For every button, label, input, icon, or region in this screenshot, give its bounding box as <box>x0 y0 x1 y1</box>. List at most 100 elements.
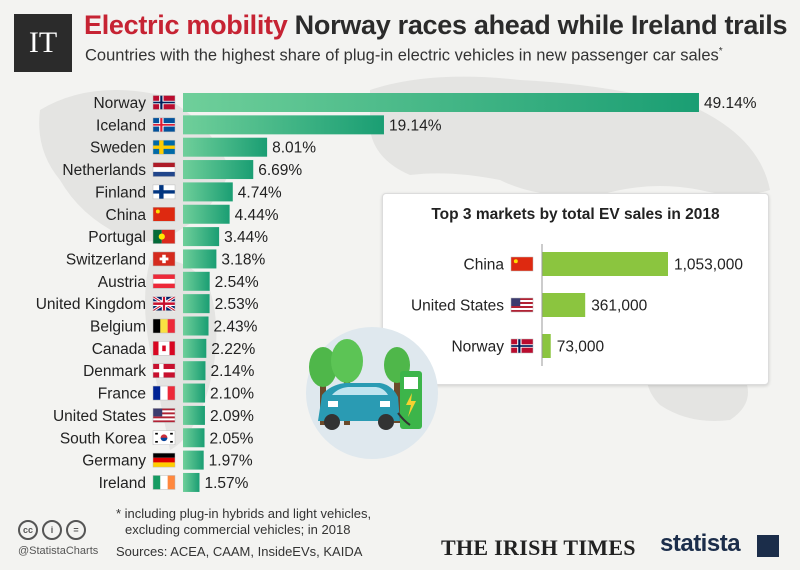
south-korea-flag-icon <box>152 430 176 445</box>
statista-handle: @StatistaCharts <box>18 545 99 557</box>
category-label-sweden: Sweden <box>90 140 146 157</box>
category-label-iceland: Iceland <box>96 117 146 134</box>
inset-bar-china <box>542 252 668 276</box>
bar-united-states <box>183 405 205 425</box>
value-label-netherlands: 6.69% <box>258 162 302 179</box>
bar-germany <box>183 450 204 470</box>
belgium-flag-icon <box>152 318 176 334</box>
value-label-belgium: 2.43% <box>214 319 258 336</box>
bar-south-korea <box>183 428 205 448</box>
bar-denmark <box>183 361 206 381</box>
category-label-canada: Canada <box>92 341 147 358</box>
category-label-portugal: Portugal <box>88 229 146 246</box>
attribution-icon: i <box>42 520 62 540</box>
bar-china <box>183 204 230 224</box>
denmark-flag-icon <box>152 363 176 378</box>
inset-chart-title: Top 3 markets by total EV sales in 2018 <box>431 206 720 223</box>
finland-flag-icon <box>152 184 176 200</box>
netherlands-flag-icon <box>152 162 176 177</box>
canada-flag-icon <box>152 341 176 356</box>
footnote: * including plug-in hybrids and light ve… <box>116 506 371 538</box>
category-label-south-korea: South Korea <box>60 430 147 447</box>
inset-category-label-united-states: United States <box>411 298 504 315</box>
category-label-austria: Austria <box>98 274 147 291</box>
inset-china-flag-icon <box>510 256 534 272</box>
no-derivatives-icon: = <box>66 520 86 540</box>
chart-subtitle: Countries with the highest share of plug… <box>85 46 723 66</box>
bar-iceland <box>183 115 384 135</box>
ev-charging-illustration <box>306 327 438 459</box>
license-icons: cc i = <box>18 520 86 540</box>
value-label-south-korea: 2.05% <box>210 430 254 447</box>
inset-value-label-united-states: 361,000 <box>591 298 647 315</box>
inset-bar-united-states <box>542 293 586 317</box>
value-label-united-kingdom: 2.53% <box>215 296 259 313</box>
bar-portugal <box>183 227 220 247</box>
ireland-flag-icon <box>152 475 176 490</box>
top-markets-bar-chart: China 1,053,000 United States 361,000 Norway… <box>411 244 743 366</box>
bar-ireland <box>183 472 200 492</box>
category-label-belgium: Belgium <box>90 319 146 336</box>
iceland-flag-icon <box>152 117 176 133</box>
subtitle-text: Countries with the highest share of plug… <box>85 46 719 65</box>
united-kingdom-flag-icon <box>152 295 176 312</box>
chart-title: Electric mobility Norway races ahead whi… <box>84 10 788 41</box>
value-label-switzerland: 3.18% <box>221 251 265 268</box>
austria-flag-icon <box>152 274 176 289</box>
sweden-flag-icon <box>152 139 176 155</box>
china-flag-icon <box>152 207 176 222</box>
value-label-iceland: 19.14% <box>389 117 442 134</box>
inset-bar-norway <box>542 334 551 358</box>
inset-norway-flag-icon <box>510 338 534 354</box>
value-label-ireland: 1.57% <box>204 475 248 492</box>
value-label-denmark: 2.14% <box>210 363 254 380</box>
portugal-flag-icon <box>152 229 176 244</box>
value-label-france: 2.10% <box>210 386 254 403</box>
value-label-sweden: 8.01% <box>272 140 316 157</box>
inset-category-label-norway: Norway <box>451 339 504 356</box>
subtitle-footnote-mark: * <box>718 46 723 57</box>
united-states-flag-icon <box>152 408 176 423</box>
value-label-germany: 1.97% <box>209 453 253 470</box>
bar-united-kingdom <box>183 294 210 314</box>
category-label-norway: Norway <box>93 95 146 112</box>
statista-logo-icon <box>757 535 779 557</box>
category-label-netherlands: Netherlands <box>62 162 146 179</box>
category-label-finland: Finland <box>95 184 146 201</box>
top-markets-panel: Top 3 markets by total EV sales in 2018 … <box>382 193 769 385</box>
value-label-norway: 49.14% <box>704 95 757 112</box>
footnote-line-2: excluding commercial vehicles; in 2018 <box>125 522 351 537</box>
bar-norway <box>183 93 699 112</box>
creative-commons-icon: cc <box>18 520 38 540</box>
bar-finland <box>183 182 233 202</box>
inset-united-states-flag-icon <box>510 297 534 313</box>
category-label-switzerland: Switzerland <box>66 251 146 268</box>
category-label-france: France <box>98 386 146 403</box>
irish-times-logo: IT <box>14 14 72 72</box>
category-label-germany: Germany <box>82 453 146 470</box>
category-label-china: China <box>106 207 147 224</box>
inset-value-label-china: 1,053,000 <box>674 257 743 274</box>
germany-flag-icon <box>152 452 176 468</box>
title-rest: Norway races ahead while Ireland trails <box>294 10 788 40</box>
statista-logo-text: statista <box>660 530 741 557</box>
value-label-united-states: 2.09% <box>210 408 254 425</box>
value-label-austria: 2.54% <box>215 274 259 291</box>
inset-value-label-norway: 73,000 <box>557 339 605 356</box>
footnote-line-1: * including plug-in hybrids and light ve… <box>116 506 372 521</box>
title-accent: Electric mobility <box>84 10 288 40</box>
category-label-united-kingdom: United Kingdom <box>36 296 146 313</box>
bar-sweden <box>183 137 268 157</box>
category-label-denmark: Denmark <box>83 363 146 380</box>
value-label-portugal: 3.44% <box>224 229 268 246</box>
value-label-finland: 4.74% <box>238 184 282 201</box>
france-flag-icon <box>152 385 176 401</box>
sources-text: Sources: ACEA, CAAM, InsideEVs, KAIDA <box>116 544 363 559</box>
bar-belgium <box>183 316 209 336</box>
bar-netherlands <box>183 160 254 180</box>
category-label-united-states: United States <box>53 408 146 425</box>
bar-canada <box>183 338 207 358</box>
switzerland-flag-icon <box>152 251 176 267</box>
bar-switzerland <box>183 249 217 269</box>
